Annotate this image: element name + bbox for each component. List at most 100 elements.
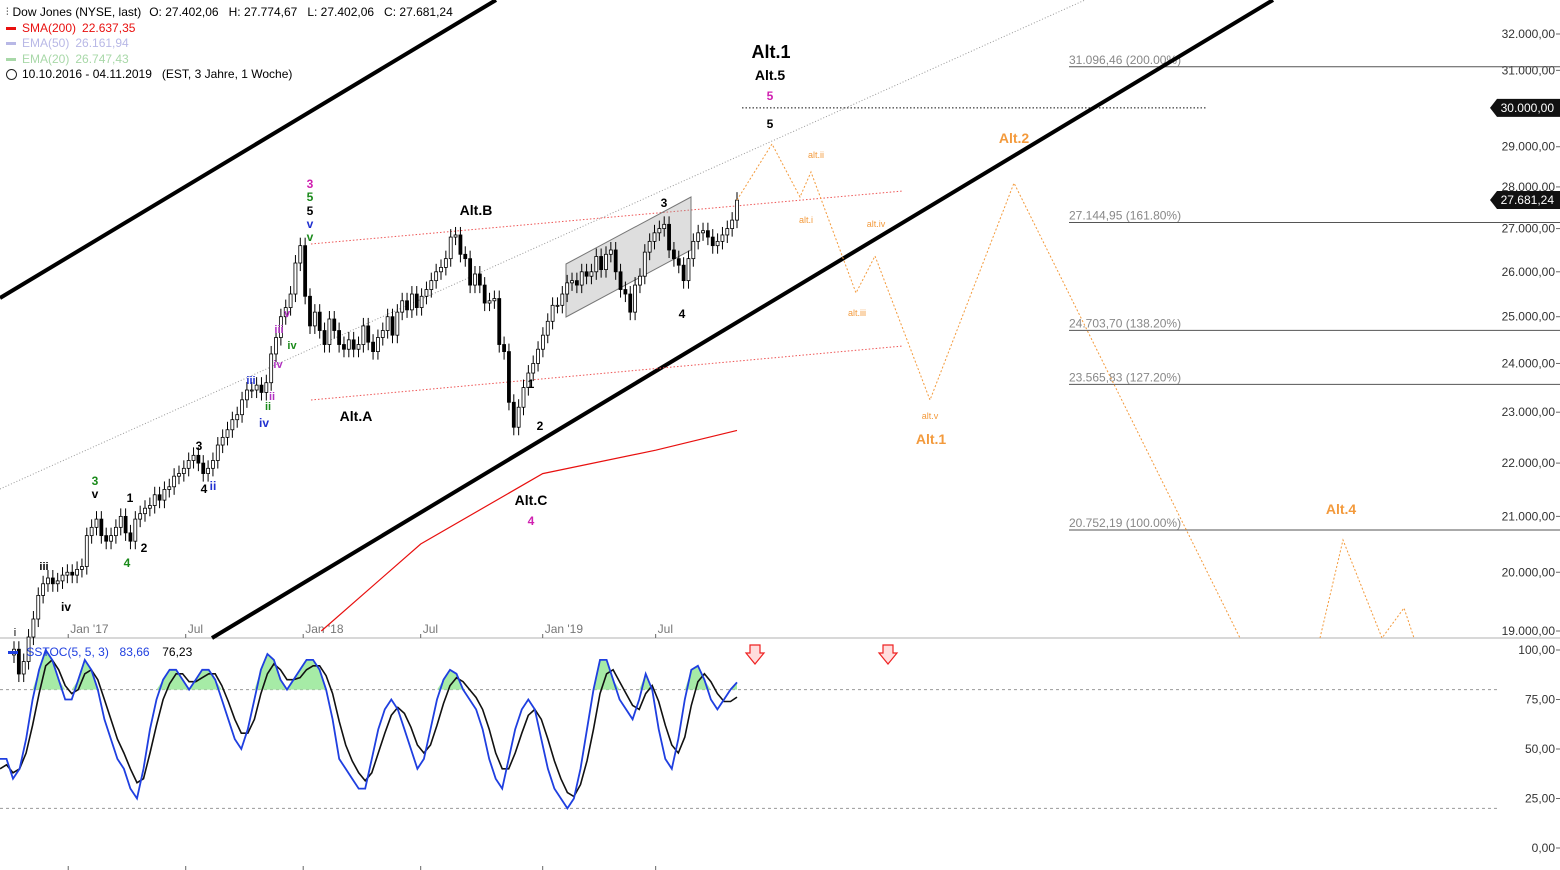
- x-tick-label: Jul: [188, 622, 203, 636]
- candle-body: [55, 580, 60, 585]
- wave-label: v: [284, 308, 291, 320]
- instrument-row: ⫶ Dow Jones (NYSE, last) O: 27.402,06 H:…: [6, 5, 453, 21]
- y-tick-label: 23.000,00: [1502, 405, 1556, 419]
- candle-body: [434, 271, 439, 282]
- candle-body: [618, 271, 623, 290]
- y-tick-label: 21.000,00: [1502, 509, 1556, 523]
- candle-body: [259, 384, 264, 393]
- candle-body: [511, 401, 516, 428]
- wave-label: ii: [265, 401, 271, 413]
- sma200-line: [320, 429, 738, 632]
- candle-body: [589, 271, 594, 277]
- candle-body: [109, 535, 113, 542]
- candle-body: [497, 298, 502, 345]
- price-marker-label: 27.681,24: [1501, 193, 1555, 207]
- wave-label: 4: [201, 482, 208, 496]
- candle-body: [730, 219, 735, 229]
- candle-body: [579, 271, 584, 286]
- candle-body: [322, 330, 327, 345]
- wave-label: Alt.1: [916, 431, 947, 447]
- indicator-row-sma200[interactable]: SMA(200) 22.637,35: [6, 21, 453, 37]
- wave-label: 4: [679, 307, 686, 321]
- candle-body: [376, 337, 380, 352]
- wave-label: 1: [127, 491, 134, 505]
- wave-label: 3: [661, 196, 668, 210]
- candle-body: [342, 344, 346, 350]
- candle-body: [94, 518, 99, 528]
- wave-label: iv: [259, 416, 269, 430]
- candle-body: [206, 467, 210, 474]
- candle-body: [565, 282, 570, 295]
- candle-body: [201, 462, 206, 474]
- candle-body: [361, 325, 366, 345]
- wave-label: alt.iv: [867, 219, 886, 229]
- candle-body: [720, 234, 725, 242]
- candle-body: [448, 236, 453, 260]
- candle-body: [473, 273, 477, 286]
- candle-body: [191, 454, 196, 461]
- candle-body: [274, 337, 278, 355]
- candle-body: [36, 594, 41, 620]
- projection-path-main: [736, 142, 1241, 639]
- candle-body: [152, 494, 157, 506]
- candle-body: [172, 475, 177, 488]
- candle-body: [560, 293, 565, 306]
- range-meta: (EST, 3 Jahre, 1 Woche): [161, 67, 293, 81]
- oscillator-panel: 100,00 75,00 50,00 25,00 0,00: [0, 643, 1560, 855]
- candle-body: [691, 240, 696, 260]
- candle-body: [16, 648, 21, 675]
- y-tick-label: 27.000,00: [1502, 222, 1556, 236]
- wave-label: ii: [210, 479, 217, 493]
- wave-label: Alt.2: [999, 130, 1030, 146]
- candle-body: [245, 389, 249, 401]
- candle-body: [681, 264, 686, 282]
- wave-label: iii: [246, 375, 255, 387]
- candle-body: [487, 300, 492, 304]
- candle-body: [186, 460, 191, 469]
- candle-body: [84, 535, 89, 567]
- candle-body: [60, 574, 65, 582]
- candle-body: [167, 486, 172, 490]
- candle-body: [380, 330, 385, 338]
- candle-body: [80, 566, 84, 570]
- candle-body: [283, 307, 288, 318]
- candle-body: [608, 249, 613, 255]
- candle-body: [89, 526, 94, 537]
- candle-body: [118, 515, 123, 528]
- candle-body: [327, 318, 332, 345]
- candle-body: [351, 339, 356, 350]
- candle-body: [31, 618, 36, 638]
- candle-body: [594, 256, 599, 273]
- osc-y-label: 25,00: [1525, 792, 1555, 806]
- y-tick-label: 19.000,00: [1502, 624, 1556, 638]
- candle-body: [463, 253, 468, 260]
- wave-label: i: [14, 627, 16, 639]
- x-tick-label: Jan '17: [70, 622, 109, 636]
- price-marker: [1490, 98, 1560, 117]
- indicator-row-ema50[interactable]: EMA(50) 26.161,94: [6, 36, 453, 52]
- clock-icon: [6, 69, 17, 81]
- range-row: 10.10.2016 - 04.11.2019 (EST, 3 Jahre, 1…: [6, 67, 453, 83]
- wave-label: alt.v: [922, 411, 939, 421]
- candle-body: [356, 344, 361, 350]
- candle-body: [395, 311, 400, 336]
- osc-y-label: 0,00: [1532, 841, 1556, 855]
- candle-body: [676, 258, 681, 266]
- fib-level-label: 23.565,83 (127.20%): [1069, 370, 1181, 384]
- instrument-name: Dow Jones (NYSE, last): [12, 5, 142, 19]
- candle-body: [507, 351, 511, 403]
- wave-label: Alt.A: [340, 408, 373, 424]
- candle-body: [633, 284, 638, 313]
- candle-body: [555, 304, 560, 307]
- candle-body: [550, 304, 555, 322]
- candle-body: [502, 344, 506, 352]
- candle-body: [303, 245, 308, 297]
- candle-body: [657, 228, 662, 234]
- wave-label: 1: [528, 377, 535, 391]
- x-tick-label: Jan '19: [545, 622, 584, 636]
- wave-label: 3: [196, 439, 203, 453]
- candle-body: [220, 436, 225, 446]
- indicator-row-ema20[interactable]: EMA(20) 26.747,43: [6, 52, 453, 68]
- candle-body: [672, 249, 676, 260]
